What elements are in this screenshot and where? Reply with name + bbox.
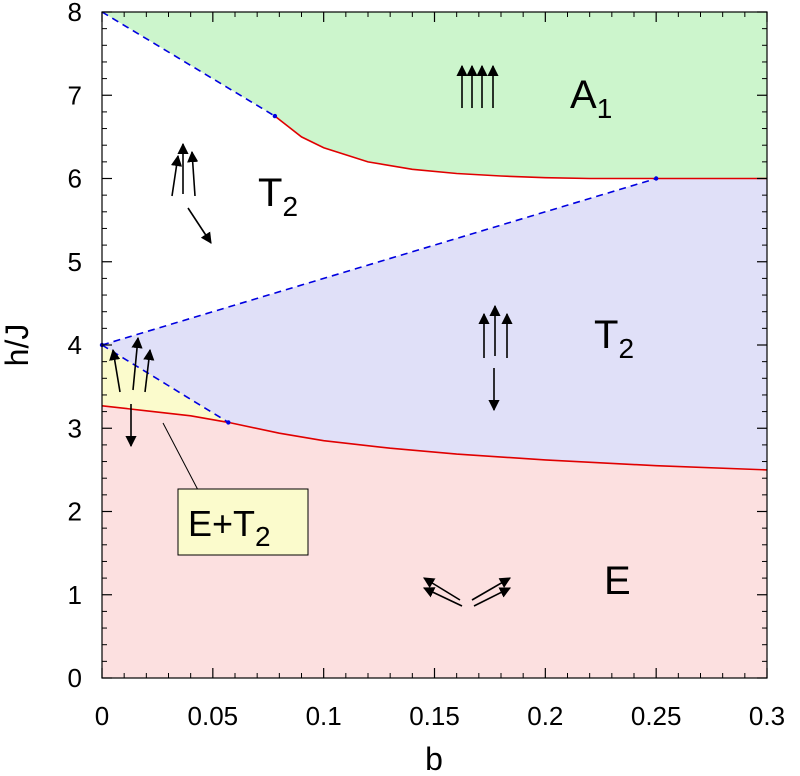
x-tick-label: 0.3 bbox=[749, 701, 785, 731]
x-tick-label: 0.25 bbox=[631, 701, 682, 731]
dashed-boundary-2 bbox=[101, 11, 276, 117]
region-label-t2-upper: T2 bbox=[258, 171, 298, 222]
spin-icon-e bbox=[422, 577, 512, 607]
y-tick-label: 2 bbox=[68, 497, 82, 527]
y-tick-label: 5 bbox=[68, 247, 82, 277]
spin-icon-a1 bbox=[456, 64, 499, 108]
y-tick-label: 0 bbox=[68, 663, 82, 693]
dashed-boundary-4 bbox=[101, 344, 229, 424]
x-tick-label: 0.1 bbox=[306, 701, 342, 731]
callout-box bbox=[177, 488, 309, 556]
x-tick-label: 0.2 bbox=[527, 701, 563, 731]
y-axis-label: h/J bbox=[0, 324, 35, 367]
callout-leader-line bbox=[162, 422, 199, 491]
x-tick-label: 0.05 bbox=[188, 701, 239, 731]
y-tick-label: 7 bbox=[68, 80, 82, 110]
region-label-mixed: E+T2 bbox=[188, 503, 271, 552]
region-label-t2-lower: T2 bbox=[594, 313, 634, 364]
region-a1 bbox=[102, 12, 767, 179]
boundary-point-2 bbox=[226, 420, 231, 425]
y-tick-label: 1 bbox=[68, 580, 82, 610]
boundary-point-1 bbox=[653, 176, 659, 181]
dashed-boundary-3 bbox=[101, 177, 657, 346]
region-label-e: E bbox=[604, 559, 631, 603]
x-axis-label: b bbox=[425, 741, 443, 776]
spin-icon-t2-lower bbox=[478, 304, 513, 412]
solid-boundary-1 bbox=[101, 405, 768, 471]
region-t2-lower bbox=[102, 178, 767, 470]
y-tick-label: 4 bbox=[68, 330, 82, 360]
region-e bbox=[102, 405, 767, 678]
solid-boundary-0 bbox=[274, 115, 767, 180]
boundary-point-0 bbox=[272, 113, 278, 119]
spin-icon-mixed bbox=[109, 336, 155, 448]
x-tick-label: 0.15 bbox=[409, 701, 460, 731]
spin-icon-t2-upper bbox=[170, 142, 212, 244]
region-label-a1: A1 bbox=[570, 73, 612, 124]
x-tick-label: 0 bbox=[95, 701, 109, 731]
y-tick-label: 6 bbox=[68, 164, 82, 194]
y-tick-label: 3 bbox=[68, 413, 82, 443]
y-tick-label: 8 bbox=[68, 0, 82, 27]
